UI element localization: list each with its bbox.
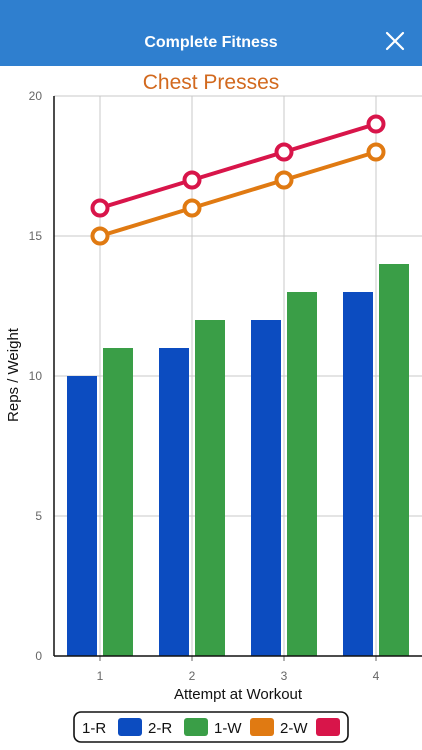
legend-label-2-r: 2-R [148,720,172,737]
legend-swatch-1-w [250,718,274,736]
y-tick-label: 0 [35,649,42,663]
chest-presses-chart: Chest Presses 0 5 10 15 20 1 2 3 4 Reps / Weight… [5,71,422,743]
line-1-w [99,150,377,238]
x-tick-label: 1 [97,669,104,683]
bar-2-r-2 [195,320,225,656]
close-icon [385,31,405,51]
x-tick-label: 2 [189,669,196,683]
point-1-w-1 [90,226,110,246]
point-1-w-2 [182,198,202,218]
legend-label-1-r: 1-R [82,720,106,737]
bar-2-r-4 [379,264,409,656]
bar-1-r-2 [159,348,189,656]
y-tick-label: 5 [35,509,42,523]
y-tick-label: 15 [29,229,43,243]
point-2-w-1 [90,198,110,218]
x-tick-label: 4 [373,669,380,683]
x-tick-label: 3 [281,669,288,683]
line-2-w [99,122,377,210]
chart-area: Chest Presses 0 5 10 15 20 1 2 3 4 Reps / Weight… [0,66,422,750]
legend-swatch-2-w [316,718,340,736]
point-1-w-3 [274,170,294,190]
close-button[interactable] [382,28,408,54]
bar-1-r-1 [67,376,97,656]
bar-2-r-1 [103,348,133,656]
chart-title: Chest Presses [143,71,280,94]
bar-1-r-4 [343,292,373,656]
legend-label-1-w: 1-W [214,720,242,737]
bar-1-r-3 [251,320,281,656]
legend-swatch-1-r [118,718,142,736]
y-tick-label: 10 [29,369,43,383]
point-2-w-4 [366,114,386,134]
legend-box [73,711,349,743]
legend-swatch-2-r [184,718,208,736]
point-2-w-3 [274,142,294,162]
bar-2-r-3 [287,292,317,656]
legend-label-2-w: 2-W [280,720,308,737]
point-1-w-4 [366,142,386,162]
y-tick-label: 20 [29,89,43,103]
app-header: Complete Fitness [0,0,422,66]
app-title: Complete Fitness [144,34,278,51]
point-2-w-2 [182,170,202,190]
y-axis-label: Reps / Weight [5,327,22,422]
legend: 1-R 2-R 1-W 2-W [73,711,349,743]
x-axis-label: Attempt at Workout [174,686,303,703]
